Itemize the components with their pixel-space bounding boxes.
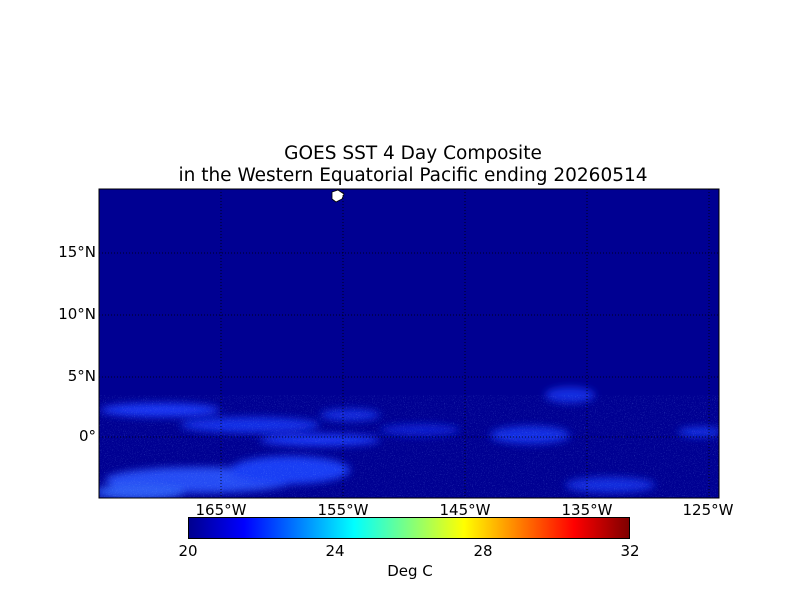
lat-label-0: 0°: [78, 427, 96, 445]
lon-label-155w: 155°W: [317, 501, 369, 519]
colorbar-label: Deg C: [387, 562, 433, 580]
colorbar-tick-24: 24: [325, 542, 345, 560]
lat-label-15n: 15°N: [58, 243, 96, 261]
map-frame: [98, 188, 720, 499]
hawaii-island: [331, 189, 345, 203]
lon-label-135w: 135°W: [561, 501, 613, 519]
map-title-line1: GOES SST 4 Day Composite: [284, 143, 542, 164]
lon-label-145w: 145°W: [439, 501, 491, 519]
graticule: [99, 189, 719, 498]
lon-label-165w: 165°W: [195, 501, 247, 519]
lon-label-125w: 125°W: [682, 501, 734, 519]
colorbar-tick-32: 32: [620, 542, 640, 560]
colorbar-tick-28: 28: [473, 542, 493, 560]
colorbar-tick-20: 20: [178, 542, 198, 560]
lat-label-10n: 10°N: [58, 305, 96, 323]
map-title-line2: in the Western Equatorial Pacific ending…: [178, 165, 648, 186]
warm-sst-patches: [99, 387, 719, 498]
lat-label-5n: 5°N: [67, 367, 96, 385]
colorbar: [188, 517, 630, 539]
